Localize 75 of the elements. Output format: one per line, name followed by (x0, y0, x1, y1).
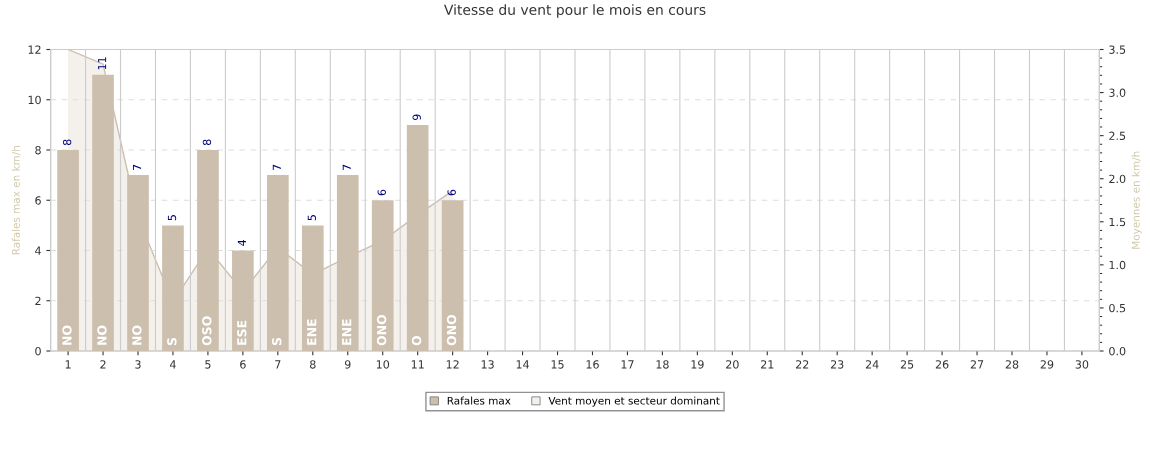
x-tick-label: 23 (830, 360, 844, 369)
x-tick-label: 21 (761, 360, 774, 369)
x-tick-label: 11 (411, 360, 424, 369)
annotation: NO (132, 325, 142, 345)
annotation: ESE (237, 320, 247, 345)
x-tick-label: 24 (865, 360, 879, 369)
annotation: OSO (202, 316, 212, 346)
data-label: 5 (167, 215, 177, 221)
x-tick-label: 7 (275, 360, 281, 369)
y2-tick-label: 0.5 (1109, 303, 1126, 313)
data-label: 6 (377, 189, 386, 196)
x-tick-label: 25 (900, 360, 914, 369)
x-tick-label: 1 (65, 360, 71, 369)
data-label: 11 (98, 57, 107, 70)
annotation: O (411, 335, 422, 346)
legend-label: Vent moyen et secteur dominant (548, 396, 720, 407)
x-tick-label: 2 (100, 360, 106, 369)
y2-tick-label: 3.0 (1109, 88, 1126, 97)
y2-tick-label: 3.5 (1109, 45, 1126, 54)
y2-tick-label: 1.0 (1109, 260, 1126, 270)
data-label: 5 (307, 215, 317, 221)
y-tick-label: 0 (35, 346, 41, 356)
x-tick-label: 12 (446, 360, 459, 369)
y2-axis-title: Moyennes en km/h (1131, 151, 1142, 249)
data-label: 8 (202, 139, 212, 146)
data-label: 7 (272, 164, 281, 171)
data-label: 7 (342, 164, 351, 171)
x-tick-label: 16 (586, 360, 599, 369)
x-tick-label: 8 (310, 360, 316, 369)
x-tick-label: 3 (135, 360, 141, 369)
y2-tick-label: 2.0 (1109, 174, 1126, 184)
y-tick-label: 4 (35, 246, 41, 255)
data-label: 4 (237, 239, 246, 246)
bar (57, 150, 79, 351)
x-tick-label: 29 (1040, 360, 1054, 369)
y2-tick-label: 1.5 (1109, 217, 1126, 227)
annotation: ENE (307, 319, 317, 345)
x-tick-label: 27 (970, 360, 984, 369)
x-tick-label: 28 (1005, 360, 1019, 369)
data-label: 8 (62, 139, 72, 146)
x-tick-label: 17 (621, 360, 634, 369)
annotation: ONO (376, 314, 387, 346)
y-tick-label: 2 (35, 296, 41, 305)
y2-tick-label: 2.5 (1109, 131, 1126, 141)
legend-label: Rafales max (447, 396, 511, 405)
y-tick-label: 8 (35, 145, 41, 155)
x-tick-label: 22 (795, 360, 809, 369)
x-tick-label: 15 (551, 360, 564, 369)
x-tick-label: 10 (376, 360, 390, 369)
data-label: 7 (132, 164, 142, 171)
y-tick-label: 12 (28, 45, 41, 54)
x-tick-label: 5 (205, 360, 211, 369)
x-tick-label: 19 (691, 360, 704, 369)
x-tick-label: 18 (656, 360, 669, 369)
annotation: S (167, 337, 177, 346)
annotation: ONO (446, 314, 457, 346)
data-label: 6 (447, 189, 456, 196)
chart-title: Vitesse du vent pour le mois en cours (444, 4, 706, 18)
x-tick-label: 20 (726, 360, 739, 369)
x-tick-label: 4 (169, 360, 176, 369)
x-tick-label: 13 (481, 360, 494, 369)
x-tick-label: 14 (516, 360, 530, 369)
y-axis-title: Rafales max en km/h (11, 146, 21, 255)
x-tick-label: 30 (1075, 360, 1089, 369)
x-tick-label: 6 (240, 360, 246, 369)
y-tick-label: 6 (35, 196, 41, 205)
annotation: NO (97, 325, 107, 345)
annotation: NO (62, 325, 72, 345)
y2-tick-label: 0.0 (1109, 346, 1126, 356)
x-tick-label: 9 (344, 360, 351, 369)
x-tick-label: 26 (935, 360, 949, 369)
y-tick-label: 10 (28, 95, 41, 105)
annotation: ENE (342, 319, 352, 345)
annotation: S (272, 337, 282, 346)
data-label: 9 (412, 114, 421, 121)
